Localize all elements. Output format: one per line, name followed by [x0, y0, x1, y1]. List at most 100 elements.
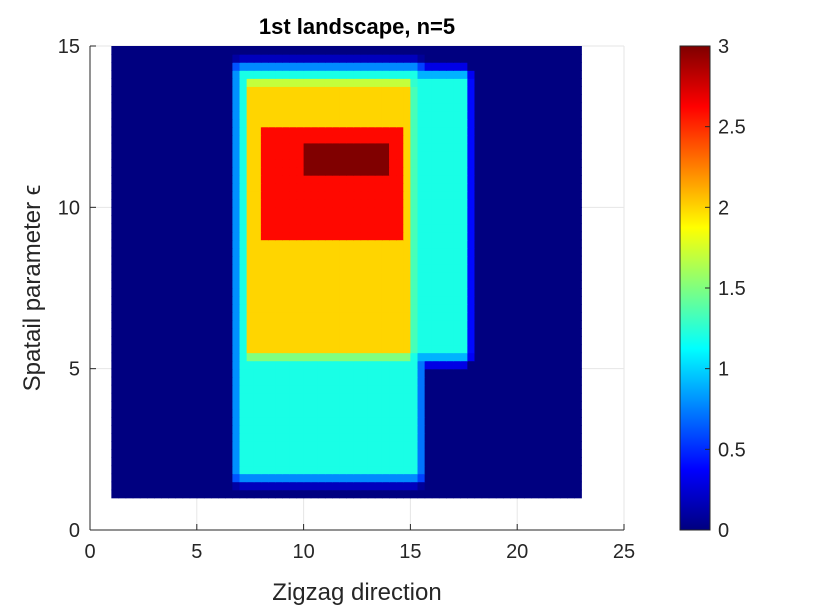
heatmap-cell [125, 191, 134, 200]
heatmap-cell [567, 328, 575, 337]
heatmap-cell [559, 94, 568, 104]
heatmap-cell [168, 344, 177, 354]
heatmap-cell [196, 255, 205, 265]
heatmap-cell [317, 304, 326, 313]
heatmap-cell [510, 255, 518, 265]
heatmap-cell [189, 336, 198, 346]
heatmap-cell [460, 70, 468, 79]
heatmap-cell [467, 46, 476, 55]
heatmap-cell [574, 150, 582, 160]
heatmap-cell [146, 400, 155, 410]
heatmap-cell [175, 247, 184, 257]
heatmap-cell [374, 46, 383, 55]
heatmap-cell [154, 78, 162, 87]
heatmap-cell [253, 417, 262, 426]
heatmap-cell [154, 384, 162, 394]
heatmap-cell [239, 239, 248, 249]
heatmap-cell [574, 263, 582, 273]
heatmap-cell [232, 239, 241, 249]
heatmap-cell [182, 433, 191, 442]
heatmap-cell [545, 352, 554, 362]
heatmap-cell [481, 425, 490, 434]
heatmap-cell [282, 376, 290, 386]
heatmap-cell [346, 376, 355, 386]
heatmap-cell [161, 344, 169, 354]
heatmap-cell [574, 134, 582, 144]
heatmap-cell [460, 320, 468, 329]
heatmap-cell [502, 175, 511, 184]
heatmap-cell [282, 70, 290, 79]
heatmap-cell [161, 400, 169, 410]
heatmap-cell [552, 360, 561, 370]
heatmap-cell [275, 279, 283, 289]
heatmap-cell [524, 328, 533, 337]
heatmap-cell [111, 481, 120, 491]
heatmap-cell [296, 473, 305, 483]
heatmap-cell [168, 78, 177, 87]
heatmap-cell [353, 360, 362, 370]
heatmap-cell [125, 94, 134, 104]
heatmap-cell [246, 288, 255, 297]
heatmap-cell [260, 433, 269, 442]
heatmap-cell [424, 279, 433, 289]
heatmap-cell [132, 191, 141, 200]
heatmap-cell [154, 207, 162, 216]
heatmap-cell [431, 312, 440, 321]
heatmap-cell [460, 392, 468, 402]
heatmap-cell [488, 54, 497, 63]
heatmap-cell [417, 312, 426, 321]
heatmap-cell [260, 118, 269, 128]
heatmap-cell [211, 449, 219, 458]
heatmap-cell [282, 481, 290, 491]
heatmap-cell [225, 223, 233, 233]
heatmap-cell [389, 247, 397, 257]
heatmap-cell [495, 167, 504, 176]
heatmap-cell [545, 150, 554, 160]
heatmap-cell [538, 425, 547, 434]
heatmap-cell [567, 425, 575, 434]
heatmap-cell [495, 231, 504, 241]
heatmap-cell [189, 433, 198, 442]
heatmap-cell [146, 304, 155, 313]
heatmap-cell [410, 62, 419, 71]
heatmap-cell [567, 86, 575, 95]
heatmap-cell [431, 392, 440, 402]
heatmap-cell [253, 457, 262, 467]
heatmap-cell [559, 400, 568, 410]
heatmap-cell [495, 215, 504, 225]
heatmap-cell [203, 54, 212, 63]
heatmap-cell [353, 86, 362, 95]
heatmap-cell [303, 239, 312, 249]
heatmap-cell [310, 158, 319, 168]
heatmap-cell [417, 384, 426, 394]
heatmap-cell [161, 392, 169, 402]
heatmap-cell [510, 384, 518, 394]
heatmap-cell [168, 368, 177, 378]
heatmap-cell [282, 134, 290, 144]
heatmap-cell [182, 417, 191, 426]
heatmap-cell [431, 433, 440, 442]
heatmap-cell [389, 207, 397, 216]
heatmap-cell [438, 441, 447, 450]
heatmap-cell [125, 457, 134, 467]
heatmap-cell [495, 279, 504, 289]
heatmap-cell [317, 231, 326, 241]
heatmap-cell [481, 78, 490, 87]
heatmap-cell [239, 279, 248, 289]
heatmap-cell [161, 142, 169, 152]
heatmap-cell [168, 449, 177, 458]
heatmap-cell [268, 62, 276, 71]
heatmap-cell [139, 344, 148, 354]
heatmap-cell [381, 344, 390, 354]
heatmap-cell [232, 46, 241, 55]
heatmap-cell [139, 417, 148, 426]
heatmap-cell [446, 392, 454, 402]
heatmap-cell [417, 392, 426, 402]
heatmap-cell [268, 433, 276, 442]
heatmap-cell [495, 376, 504, 386]
heatmap-cell [282, 312, 290, 321]
heatmap-cell [360, 344, 369, 354]
heatmap-cell [339, 86, 347, 95]
heatmap-cell [517, 110, 525, 120]
heatmap-cell [139, 449, 148, 458]
